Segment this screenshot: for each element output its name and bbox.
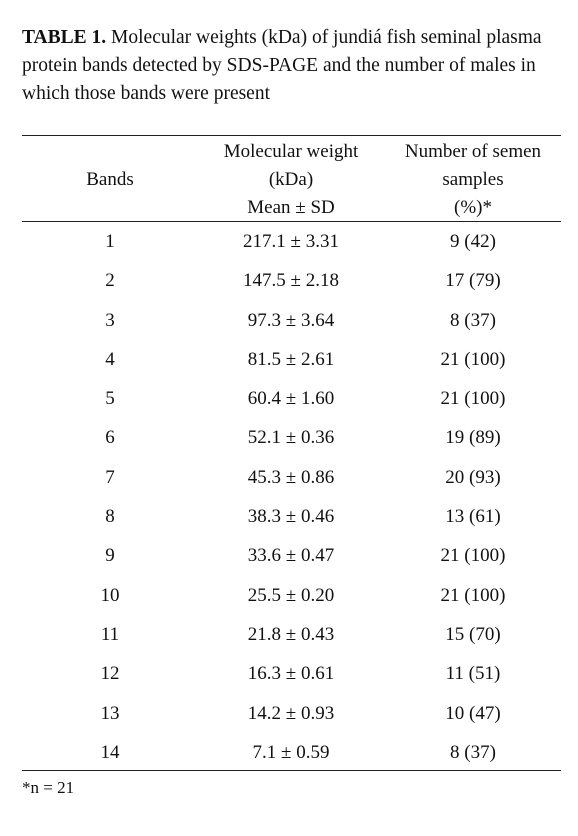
samples-cell: 13 (61) [445, 506, 501, 528]
samples-cell: 19 (89) [445, 427, 501, 449]
band-cell: 11 [100, 623, 120, 645]
header-bands-label: Bands [86, 169, 134, 190]
table-row: 3 97.3 ± 3.64 8 (37) [22, 307, 561, 346]
mw-cell: 14.2 ± 0.93 [247, 702, 335, 724]
samples-cell: 9 (42) [450, 231, 496, 252]
table-row: 1 217.1 ± 3.31 9 (42) [22, 228, 561, 267]
header-num-line2: samples [442, 169, 504, 190]
mw-cell: 217.1 ± 3.31 [243, 231, 339, 252]
table-row: 11 21.8 ± 0.43 15 (70) [22, 621, 561, 660]
header-num-line3: (%)* [454, 197, 492, 218]
table-bottom-rule [22, 770, 561, 771]
band-cell: 14 [100, 741, 120, 763]
table-row: 7 45.3 ± 0.86 20 (93) [22, 464, 561, 503]
samples-cell: 8 (37) [450, 741, 496, 763]
mw-cell: 97.3 ± 3.64 [247, 309, 335, 331]
table-row: 10 25.5 ± 0.20 21 (100) [22, 582, 561, 621]
table-top-rule [22, 135, 561, 136]
table-row: 13 14.2 ± 0.93 10 (47) [22, 700, 561, 739]
samples-cell: 17 (79) [445, 270, 501, 292]
table-row: 4 81.5 ± 2.61 21 (100) [22, 346, 561, 385]
header-mw-line1: Molecular weight [223, 141, 359, 162]
mw-cell: 7.1 ± 0.59 [252, 741, 330, 763]
table-row: 6 52.1 ± 0.36 19 (89) [22, 424, 561, 463]
header-molecular-weight: Molecular weight (kDa) Mean ± SD [200, 138, 382, 222]
samples-cell: 10 (47) [445, 702, 501, 724]
samples-cell: 21 (100) [440, 388, 506, 410]
mw-cell: 60.4 ± 1.60 [247, 388, 335, 410]
band-cell: 6 [105, 427, 115, 449]
band-cell: 3 [105, 309, 115, 331]
table-caption: TABLE 1. Molecular weights (kDa) of jund… [22, 24, 568, 108]
mw-cell: 25.5 ± 0.20 [247, 584, 335, 606]
band-cell: 13 [100, 702, 120, 724]
table-label: TABLE 1. [22, 27, 107, 48]
table-header-rule [22, 221, 561, 222]
header-number-of-samples: Number of semen samples (%)* [380, 138, 566, 222]
band-cell: 10 [100, 584, 120, 606]
band-cell: 4 [105, 348, 115, 370]
band-cell: 1 [105, 231, 115, 252]
band-cell: 9 [105, 545, 115, 567]
header-num-line1: Number of semen [404, 141, 542, 162]
header-mw-line2: (kDa) [268, 169, 314, 190]
table-caption-text: Molecular weights (kDa) of jundiá fish s… [22, 27, 542, 104]
mw-cell: 52.1 ± 0.36 [247, 427, 335, 449]
mw-cell: 21.8 ± 0.43 [247, 623, 335, 645]
table-row: 5 60.4 ± 1.60 21 (100) [22, 385, 561, 424]
table-row: 8 38.3 ± 0.46 13 (61) [22, 503, 561, 542]
mw-cell: 45.3 ± 0.86 [247, 466, 335, 488]
band-cell: 12 [100, 663, 120, 685]
table-row: 9 33.6 ± 0.47 21 (100) [22, 542, 561, 581]
band-cell: 7 [105, 466, 115, 488]
header-bands: Bands [60, 166, 160, 194]
samples-cell: 20 (93) [445, 466, 501, 488]
band-cell: 2 [105, 270, 115, 292]
mw-cell: 16.3 ± 0.61 [247, 663, 335, 685]
table-row: 2 147.5 ± 2.18 17 (79) [22, 267, 561, 306]
band-cell: 8 [105, 506, 115, 528]
samples-cell: 8 (37) [450, 309, 496, 331]
mw-cell: 33.6 ± 0.47 [247, 545, 335, 567]
samples-cell: 21 (100) [440, 584, 506, 606]
table-row: 14 7.1 ± 0.59 8 (37) [22, 739, 561, 778]
mw-cell: 147.5 ± 2.18 [243, 270, 339, 292]
samples-cell: 21 (100) [440, 545, 506, 567]
samples-cell: 21 (100) [440, 348, 506, 370]
samples-cell: 11 (51) [445, 663, 501, 685]
header-mw-line3: Mean ± SD [247, 197, 335, 218]
band-cell: 5 [105, 388, 115, 410]
mw-cell: 38.3 ± 0.46 [247, 506, 335, 528]
table-footnote: *n = 21 [22, 778, 75, 797]
samples-cell: 15 (70) [445, 623, 501, 645]
mw-cell: 81.5 ± 2.61 [247, 348, 335, 370]
table-row: 12 16.3 ± 0.61 11 (51) [22, 660, 561, 699]
table-body: 1 217.1 ± 3.31 9 (42) 2 147.5 ± 2.18 17 (79)… [22, 228, 561, 778]
